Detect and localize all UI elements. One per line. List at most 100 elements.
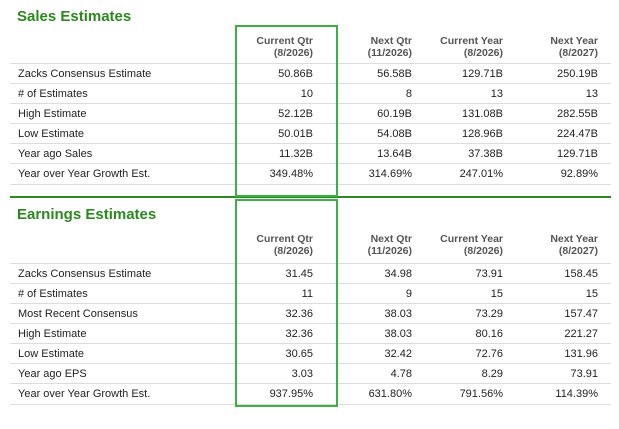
earnings-estimates-section: Earnings Estimates Current Qtr (8/2026) N… xyxy=(0,198,619,429)
cell-current-qtr: 32.36 xyxy=(285,328,313,340)
earnings-header-next-qtr: Next Qtr (11/2026) xyxy=(321,233,412,257)
cell-next-qtr: 8 xyxy=(405,88,412,100)
table-row: Low Estimate 50.01B 54.08B 128.96B 224.4… xyxy=(10,123,611,144)
row-label: Year ago Sales xyxy=(18,148,93,160)
row-label: High Estimate xyxy=(18,108,87,120)
cell-next-year: 158.45 xyxy=(564,268,598,280)
row-label: High Estimate xyxy=(18,328,87,340)
cell-next-qtr: 631.80% xyxy=(368,388,412,400)
cell-current-year: 80.16 xyxy=(475,328,503,340)
sales-header-next-qtr: Next Qtr (11/2026) xyxy=(321,35,412,59)
cell-next-year: 221.27 xyxy=(564,328,598,340)
table-row: Most Recent Consensus 32.36 38.03 73.29 … xyxy=(10,303,611,324)
cell-current-qtr: 32.36 xyxy=(285,308,313,320)
cell-current-year: 131.08B xyxy=(462,108,503,120)
header-date: (11/2026) xyxy=(367,245,412,257)
row-label: Zacks Consensus Estimate xyxy=(18,268,152,280)
row-label: Year over Year Growth Est. xyxy=(18,168,151,180)
cell-next-year: 114.39% xyxy=(555,388,598,400)
sales-header-current-year: Current Year (8/2026) xyxy=(412,35,503,59)
table-row: High Estimate 32.36 38.03 80.16 221.27 xyxy=(10,323,611,344)
earnings-estimates-title: Earnings Estimates xyxy=(17,206,157,223)
cell-current-qtr: 50.01B xyxy=(278,128,313,140)
earnings-header-current-qtr: Current Qtr (8/2026) xyxy=(220,233,313,257)
cell-current-qtr: 52.12B xyxy=(278,108,313,120)
header-period: Current Year xyxy=(440,35,503,47)
cell-next-year: 224.47B xyxy=(557,128,598,140)
header-date: (11/2026) xyxy=(367,47,412,59)
header-period: Current Qtr xyxy=(256,35,313,47)
cell-current-qtr: 349.48% xyxy=(269,168,313,180)
cell-current-year: 247.01% xyxy=(459,168,503,180)
earnings-header-current-year: Current Year (8/2026) xyxy=(412,233,503,257)
cell-next-qtr: 38.03 xyxy=(384,328,412,340)
header-period: Next Qtr xyxy=(370,35,412,47)
cell-current-qtr: 50.86B xyxy=(278,68,313,80)
row-label: Low Estimate xyxy=(18,348,85,360)
cell-current-year: 129.71B xyxy=(462,68,503,80)
cell-next-qtr: 4.78 xyxy=(390,368,412,380)
cell-current-year: 15 xyxy=(490,288,503,300)
header-period: Current Year xyxy=(440,233,503,245)
row-label: # of Estimates xyxy=(18,288,88,300)
row-label: Zacks Consensus Estimate xyxy=(18,68,152,80)
cell-next-qtr: 13.64B xyxy=(377,148,412,160)
cell-next-year: 129.71B xyxy=(557,148,598,160)
row-label: Year over Year Growth Est. xyxy=(18,388,151,400)
cell-next-qtr: 56.58B xyxy=(377,68,412,80)
cell-next-year: 282.55B xyxy=(557,108,598,120)
table-row: Zacks Consensus Estimate 50.86B 56.58B 1… xyxy=(10,63,611,84)
sales-estimates-title: Sales Estimates xyxy=(17,8,132,25)
table-row: Year ago Sales 11.32B 13.64B 37.38B 129.… xyxy=(10,143,611,164)
cell-next-qtr: 54.08B xyxy=(377,128,412,140)
cell-current-qtr: 11.32B xyxy=(278,148,313,160)
sales-header-next-year: Next Year (8/2027) xyxy=(505,35,598,59)
cell-current-year: 37.38B xyxy=(468,148,503,160)
cell-current-qtr: 30.65 xyxy=(285,348,313,360)
cell-current-year: 73.29 xyxy=(475,308,503,320)
header-period: Current Qtr xyxy=(256,233,313,245)
sales-estimates-section: Sales Estimates Current Qtr (8/2026) Next… xyxy=(0,0,619,196)
cell-current-year: 73.91 xyxy=(475,268,503,280)
table-row: Year over Year Growth Est. 349.48% 314.6… xyxy=(10,163,611,185)
header-period: Next Year xyxy=(550,35,598,47)
section-divider xyxy=(10,196,611,198)
table-row: Year over Year Growth Est. 937.95% 631.8… xyxy=(10,383,611,405)
header-date: (8/2026) xyxy=(463,245,503,257)
cell-next-qtr: 38.03 xyxy=(384,308,412,320)
cell-next-year: 250.19B xyxy=(557,68,598,80)
sales-header-current-qtr: Current Qtr (8/2026) xyxy=(220,35,313,59)
cell-current-year: 8.29 xyxy=(481,368,503,380)
table-row: # of Estimates 10 8 13 13 xyxy=(10,83,611,104)
cell-next-qtr: 60.19B xyxy=(377,108,412,120)
row-label: Most Recent Consensus xyxy=(18,308,138,320)
cell-next-year: 157.47 xyxy=(564,308,598,320)
row-label: Low Estimate xyxy=(18,128,85,140)
header-period: Next Year xyxy=(550,233,598,245)
cell-next-qtr: 34.98 xyxy=(384,268,412,280)
header-date: (8/2026) xyxy=(463,47,503,59)
header-date: (8/2026) xyxy=(273,245,313,257)
cell-next-qtr: 314.69% xyxy=(368,168,412,180)
cell-current-qtr: 937.95% xyxy=(269,388,313,400)
cell-current-year: 128.96B xyxy=(462,128,503,140)
table-row: Low Estimate 30.65 32.42 72.76 131.96 xyxy=(10,343,611,364)
cell-current-qtr: 11 xyxy=(301,288,313,300)
header-period: Next Qtr xyxy=(370,233,412,245)
cell-next-year: 13 xyxy=(585,88,598,100)
cell-next-qtr: 9 xyxy=(405,288,412,300)
cell-current-qtr: 3.03 xyxy=(291,368,313,380)
cell-current-year: 13 xyxy=(490,88,503,100)
cell-next-year: 73.91 xyxy=(570,368,598,380)
table-row: High Estimate 52.12B 60.19B 131.08B 282.… xyxy=(10,103,611,124)
cell-next-year: 15 xyxy=(585,288,598,300)
earnings-header-next-year: Next Year (8/2027) xyxy=(505,233,598,257)
header-date: (8/2026) xyxy=(273,47,313,59)
table-row: Year ago EPS 3.03 4.78 8.29 73.91 xyxy=(10,363,611,384)
row-label: Year ago EPS xyxy=(18,368,87,380)
cell-current-qtr: 31.45 xyxy=(285,268,313,280)
cell-current-year: 791.56% xyxy=(459,388,503,400)
table-row: Zacks Consensus Estimate 31.45 34.98 73.… xyxy=(10,263,611,284)
table-row: # of Estimates 11 9 15 15 xyxy=(10,283,611,304)
header-date: (8/2027) xyxy=(558,245,598,257)
